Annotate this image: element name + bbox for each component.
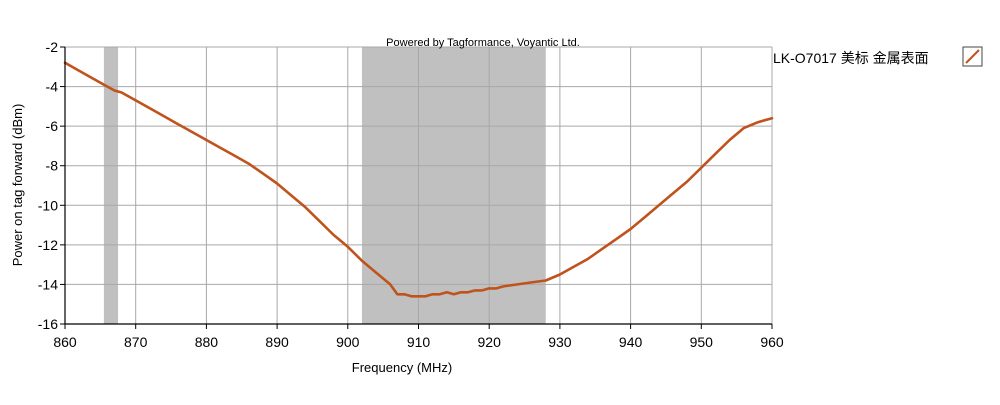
- grid: [64, 46, 773, 325]
- y-tick-label--14: -14: [38, 276, 58, 292]
- series-lines: [63, 61, 774, 298]
- y-tick-label--6: -6: [46, 118, 59, 134]
- y-axis-title: Power on tag forward (dBm): [10, 104, 25, 267]
- x-tick-label-890: 890: [265, 334, 289, 350]
- x-tick-label-860: 860: [53, 334, 77, 350]
- x-tick-label-930: 930: [548, 334, 572, 350]
- tick-labels: 860 870 880 890 900 910 920 930 940 950 960 -2 -4 -6 -…: [38, 39, 784, 350]
- shaded-bands: [103, 47, 546, 324]
- x-tick-label-900: 900: [336, 334, 360, 350]
- credit-text: Powered by Tagformance, Voyantic Ltd.: [386, 37, 580, 49]
- y-tick-label--2: -2: [46, 39, 59, 55]
- x-tick-label-960: 960: [760, 334, 784, 350]
- y-tick-label--10: -10: [38, 197, 58, 213]
- y-tick-label--16: -16: [38, 316, 58, 332]
- legend: LK-O7017 美标 金属表面: [773, 46, 983, 67]
- x-tick-label-910: 910: [407, 334, 431, 350]
- y-tick-label--4: -4: [46, 79, 59, 95]
- x-tick-label-940: 940: [619, 334, 643, 350]
- legend-series-label: LK-O7017 美标 金属表面: [773, 50, 929, 66]
- x-tick-label-870: 870: [124, 334, 148, 350]
- shaded-band-1: [361, 47, 546, 324]
- x-tick-label-920: 920: [478, 334, 502, 350]
- series-line-0: [63, 61, 774, 298]
- x-axis-title: Frequency (MHz): [352, 360, 452, 375]
- x-tick-label-880: 880: [195, 334, 219, 350]
- y-tick-label--12: -12: [38, 237, 58, 253]
- legend-swatch-line: [965, 49, 980, 64]
- x-tick-label-950: 950: [690, 334, 714, 350]
- shaded-band-0: [103, 47, 119, 324]
- y-tick-label--8: -8: [46, 158, 59, 174]
- axes: [60, 46, 773, 329]
